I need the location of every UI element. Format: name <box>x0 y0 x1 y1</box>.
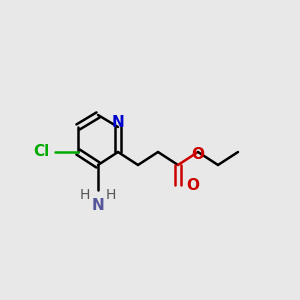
Text: O: O <box>191 147 205 162</box>
Text: H: H <box>80 188 90 202</box>
Text: Cl: Cl <box>33 145 49 160</box>
Text: H: H <box>106 188 116 202</box>
Text: O: O <box>186 178 199 193</box>
Text: N: N <box>92 198 104 213</box>
Text: N: N <box>112 115 124 130</box>
